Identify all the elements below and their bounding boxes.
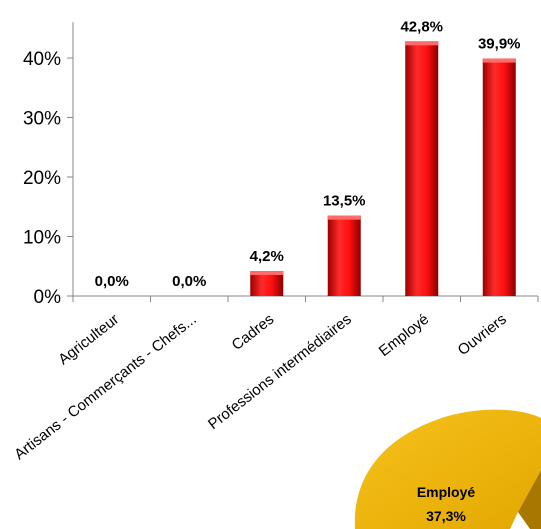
category-label: Professions intermédiaires (205, 311, 355, 433)
bar-top (405, 41, 439, 46)
y-tick-label: 40% (23, 49, 61, 70)
y-tick-label: 0% (34, 287, 62, 308)
data-label: 0,0% (95, 273, 129, 290)
data-labels: 0,0% 0,0% 4,2% 13,5% 42,8% 39,9% (95, 18, 521, 290)
data-label: 0,0% (172, 273, 206, 290)
y-axis: 0% 10% 20% 30% 40% (23, 22, 539, 308)
category-label: Employé (376, 311, 432, 360)
bar-top (250, 271, 284, 276)
pie-slice-employe (354, 409, 541, 529)
bar (405, 41, 439, 297)
pie-slice-value-label: 37,3% (426, 508, 466, 524)
y-tick-label: 20% (23, 168, 61, 189)
bar (482, 58, 516, 296)
bar-series (250, 41, 516, 297)
pie-slice-label: Employé (417, 484, 476, 500)
pie-chart: Employé 37,3% (354, 409, 541, 529)
bar (250, 271, 284, 296)
data-label: 13,5% (323, 193, 366, 210)
pie-slice-employe-side (518, 470, 541, 529)
data-label: 42,8% (400, 18, 443, 35)
category-label: Ouvriers (455, 311, 510, 359)
y-tick-label: 10% (23, 228, 61, 249)
bar-top (482, 58, 516, 63)
category-label: Cadres (229, 311, 278, 354)
bar (327, 215, 361, 296)
bar-top (327, 215, 361, 220)
y-tick-label: 30% (23, 109, 61, 130)
category-label: Agriculteur (55, 311, 122, 369)
data-label: 39,9% (478, 36, 521, 53)
data-label: 4,2% (250, 248, 284, 265)
